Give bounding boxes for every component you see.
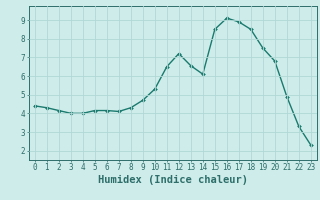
- X-axis label: Humidex (Indice chaleur): Humidex (Indice chaleur): [98, 175, 248, 185]
